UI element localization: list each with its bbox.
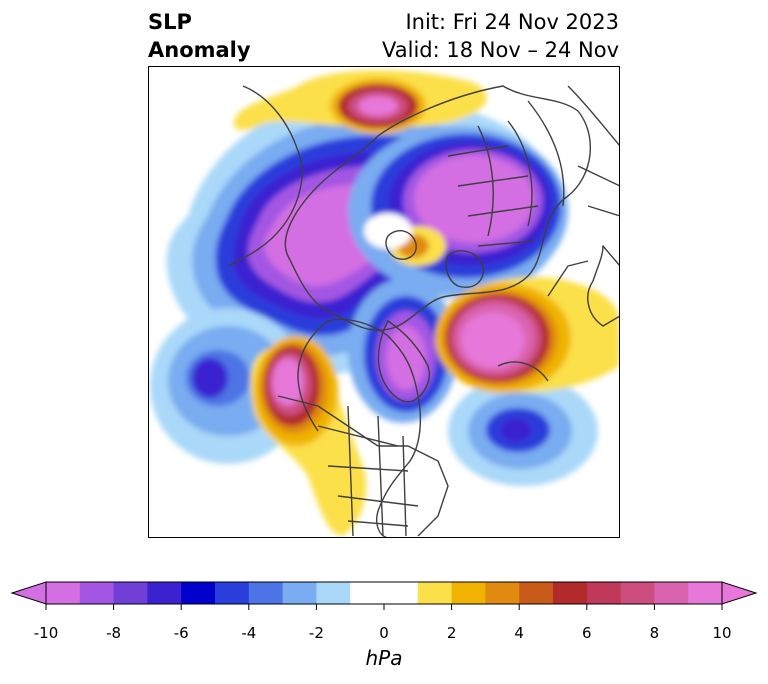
negative-anomaly-atlantic bbox=[448, 376, 598, 486]
colorbar-cell bbox=[654, 582, 689, 604]
colorbar-cell bbox=[215, 582, 250, 604]
colorbar-cell bbox=[586, 582, 622, 604]
colorbar-cell bbox=[417, 582, 453, 604]
colorbar-cell bbox=[451, 582, 486, 604]
colorbar-cell bbox=[46, 582, 81, 604]
colorbar-cell bbox=[79, 582, 115, 604]
colorbar-cell bbox=[147, 582, 182, 604]
colorbar-tick-label: 8 bbox=[649, 624, 660, 642]
colorbar bbox=[0, 580, 768, 680]
colorbar-cell bbox=[181, 582, 216, 604]
positive-anomaly-atlantic bbox=[435, 277, 620, 393]
colorbar-tick-label: -10 bbox=[33, 624, 59, 642]
colorbar-tick-label: -4 bbox=[241, 624, 257, 642]
positive-anomaly-siberia-north bbox=[233, 70, 487, 134]
coastlines-and-borders bbox=[227, 85, 620, 538]
title-variable: SLP bbox=[148, 10, 192, 34]
colorbar-cell bbox=[620, 582, 655, 604]
positive-anomaly-west-canada bbox=[250, 336, 367, 536]
negative-anomaly-canada bbox=[348, 279, 458, 423]
colorbar-tick-label: 2 bbox=[446, 624, 457, 642]
colorbar-ticks bbox=[45, 604, 723, 610]
colorbar-cell bbox=[688, 582, 723, 604]
colorbar-tick-label: 6 bbox=[582, 624, 592, 642]
colorbar-cell bbox=[485, 582, 520, 604]
colorbar-cell bbox=[519, 582, 554, 604]
init-date-label: Init: Fri 24 Nov 2023 bbox=[405, 10, 619, 34]
valid-range-label: Valid: 18 Nov – 24 Nov bbox=[382, 38, 619, 62]
colorbar-extend-max bbox=[721, 581, 758, 605]
colorbar-tick-label: -8 bbox=[106, 624, 122, 642]
chart-title-right: Init: Fri 24 Nov 2023 Valid: 18 Nov – 24… bbox=[382, 8, 619, 64]
colorbar-tick-label: 0 bbox=[379, 624, 389, 642]
colorbar-extend-min bbox=[10, 581, 47, 605]
negative-anomaly-siberia bbox=[348, 126, 568, 296]
colorbar-cell bbox=[384, 582, 419, 604]
colorbar-tick-label: 4 bbox=[514, 624, 524, 642]
chart-title-left: SLP Anomaly bbox=[148, 8, 251, 64]
colorbar-units: hPa bbox=[365, 646, 403, 670]
colorbar-tick-label: 10 bbox=[712, 624, 732, 642]
colorbar-cell bbox=[350, 582, 385, 604]
colorbar-cell bbox=[316, 582, 351, 604]
colorbar-cell bbox=[282, 582, 317, 604]
colorbar-cell bbox=[248, 582, 284, 604]
title-quantity: Anomaly bbox=[148, 38, 251, 62]
slp-anomaly-map bbox=[148, 66, 620, 538]
colorbar-cells bbox=[46, 582, 723, 604]
colorbar-tick-label: -6 bbox=[173, 624, 189, 642]
colorbar-tick-label: -2 bbox=[308, 624, 324, 642]
colorbar-cell bbox=[113, 582, 148, 604]
colorbar-cell bbox=[553, 582, 588, 604]
